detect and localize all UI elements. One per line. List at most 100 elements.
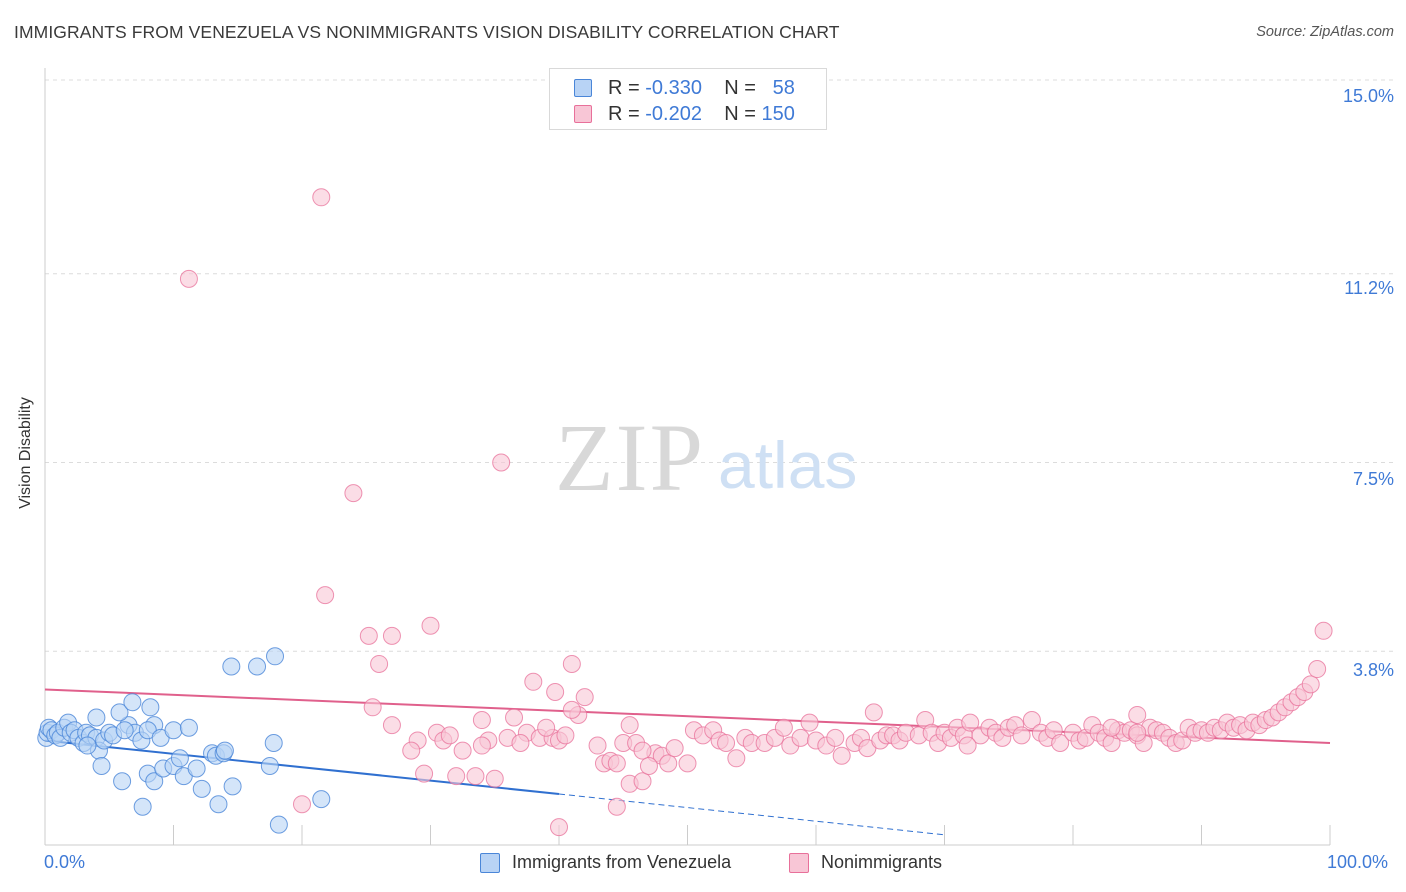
point-venezuela: [123, 693, 142, 712]
point-venezuela: [223, 777, 242, 796]
point-nonimmigrants: [639, 756, 658, 775]
y-tick-label-7-5: 7.5%: [1352, 469, 1394, 489]
point-venezuela: [133, 797, 152, 816]
point-nonimmigrants: [562, 654, 581, 673]
point-venezuela: [187, 759, 206, 778]
point-nonimmigrants: [607, 797, 626, 816]
y-tick-label-11-2: 11.2%: [1344, 278, 1394, 298]
point-nonimmigrants: [678, 754, 697, 773]
bottom-legend-label-venezuela: Immigrants from Venezuela: [512, 852, 732, 872]
point-nonimmigrants: [620, 716, 639, 735]
point-venezuela: [215, 741, 234, 760]
point-nonimmigrants: [472, 711, 491, 730]
y-axis-title: Vision Disability: [17, 397, 34, 509]
point-venezuela: [145, 772, 164, 791]
point-nonimmigrants: [524, 672, 543, 691]
n-value-venezuela: 58: [772, 77, 795, 99]
point-nonimmigrants: [359, 626, 378, 645]
point-nonimmigrants: [800, 713, 819, 732]
point-venezuela: [113, 772, 132, 791]
point-nonimmigrants: [312, 188, 331, 207]
point-venezuela: [92, 756, 111, 775]
x-min-label: 0.0%: [44, 852, 86, 872]
point-nonimmigrants: [717, 734, 736, 752]
point-nonimmigrants: [447, 767, 466, 786]
point-nonimmigrants: [633, 741, 652, 760]
point-nonimmigrants: [659, 754, 678, 773]
point-nonimmigrants: [1128, 723, 1147, 742]
point-venezuela: [222, 657, 241, 676]
r-value-venezuela: -0.330: [645, 77, 702, 99]
point-nonimmigrants: [1012, 726, 1031, 745]
n-value-nonimmigrants: 150: [761, 103, 795, 125]
bottom-legend-label-nonimmigrants: Nonimmigrants: [821, 852, 943, 872]
point-venezuela: [260, 756, 279, 775]
point-venezuela: [266, 647, 285, 666]
watermark-zip: ZIP: [555, 404, 705, 511]
point-nonimmigrants: [440, 726, 459, 745]
point-nonimmigrants: [607, 754, 626, 773]
point-nonimmigrants: [363, 698, 382, 717]
watermark-atlas: atlas: [718, 428, 857, 502]
point-venezuela: [269, 815, 288, 834]
point-nonimmigrants: [421, 616, 440, 635]
point-nonimmigrants: [1301, 675, 1320, 694]
point-nonimmigrants: [633, 772, 652, 791]
point-nonimmigrants: [472, 736, 491, 755]
point-venezuela: [87, 708, 106, 727]
bottom-legend-swatch-pink: [789, 853, 809, 873]
point-nonimmigrants: [727, 749, 746, 768]
watermark: ZIP atlas: [555, 404, 857, 511]
point-nonimmigrants: [791, 728, 810, 747]
series-venezuela: [37, 647, 331, 834]
point-nonimmigrants: [826, 728, 845, 747]
point-nonimmigrants: [415, 764, 434, 783]
point-venezuela: [141, 698, 160, 717]
point-nonimmigrants: [505, 708, 524, 727]
point-nonimmigrants: [382, 716, 401, 735]
point-venezuela: [110, 703, 129, 722]
legend-swatch-pink: [574, 105, 592, 123]
point-nonimmigrants: [344, 484, 363, 503]
point-nonimmigrants: [1308, 660, 1327, 679]
point-nonimmigrants: [1102, 718, 1121, 737]
point-nonimmigrants: [864, 703, 883, 722]
x-max-label: 100.0%: [1327, 852, 1389, 872]
legend-swatch-blue: [574, 79, 592, 97]
point-venezuela: [115, 721, 134, 740]
correlation-legend: R = -0.330 N = 58 R = -0.202 N = 150: [549, 68, 827, 130]
point-nonimmigrants: [832, 746, 851, 765]
point-nonimmigrants: [293, 795, 311, 814]
point-nonimmigrants: [370, 654, 389, 673]
point-nonimmigrants: [961, 713, 980, 732]
point-nonimmigrants: [556, 726, 575, 745]
point-nonimmigrants: [1051, 734, 1070, 752]
bottom-legend-swatch-blue: [480, 853, 500, 873]
source-credit: Source: ZipAtlas.com: [1256, 24, 1394, 40]
point-venezuela: [248, 657, 267, 676]
point-venezuela: [164, 721, 183, 740]
point-nonimmigrants: [316, 586, 335, 605]
point-nonimmigrants: [562, 700, 581, 719]
point-venezuela: [170, 749, 189, 768]
point-nonimmigrants: [511, 734, 530, 752]
point-venezuela: [78, 736, 97, 755]
chart-title: IMMIGRANTS FROM VENEZUELA VS NONIMMIGRAN…: [14, 22, 840, 42]
point-nonimmigrants: [453, 741, 472, 760]
r-value-nonimmigrants: -0.202: [645, 103, 702, 125]
point-venezuela: [209, 795, 228, 814]
point-nonimmigrants: [575, 688, 594, 707]
point-nonimmigrants: [958, 736, 977, 755]
point-venezuela: [312, 790, 331, 809]
trend-line-venezuela: [44, 739, 560, 795]
point-venezuela: [179, 718, 198, 737]
point-nonimmigrants: [665, 739, 684, 758]
point-venezuela: [192, 779, 211, 798]
point-nonimmigrants: [1128, 705, 1147, 724]
point-nonimmigrants: [485, 769, 504, 788]
point-nonimmigrants: [1314, 621, 1333, 640]
point-venezuela: [264, 734, 283, 752]
y-tick-label-15: 15.0%: [1342, 86, 1394, 106]
point-nonimmigrants: [588, 736, 607, 755]
